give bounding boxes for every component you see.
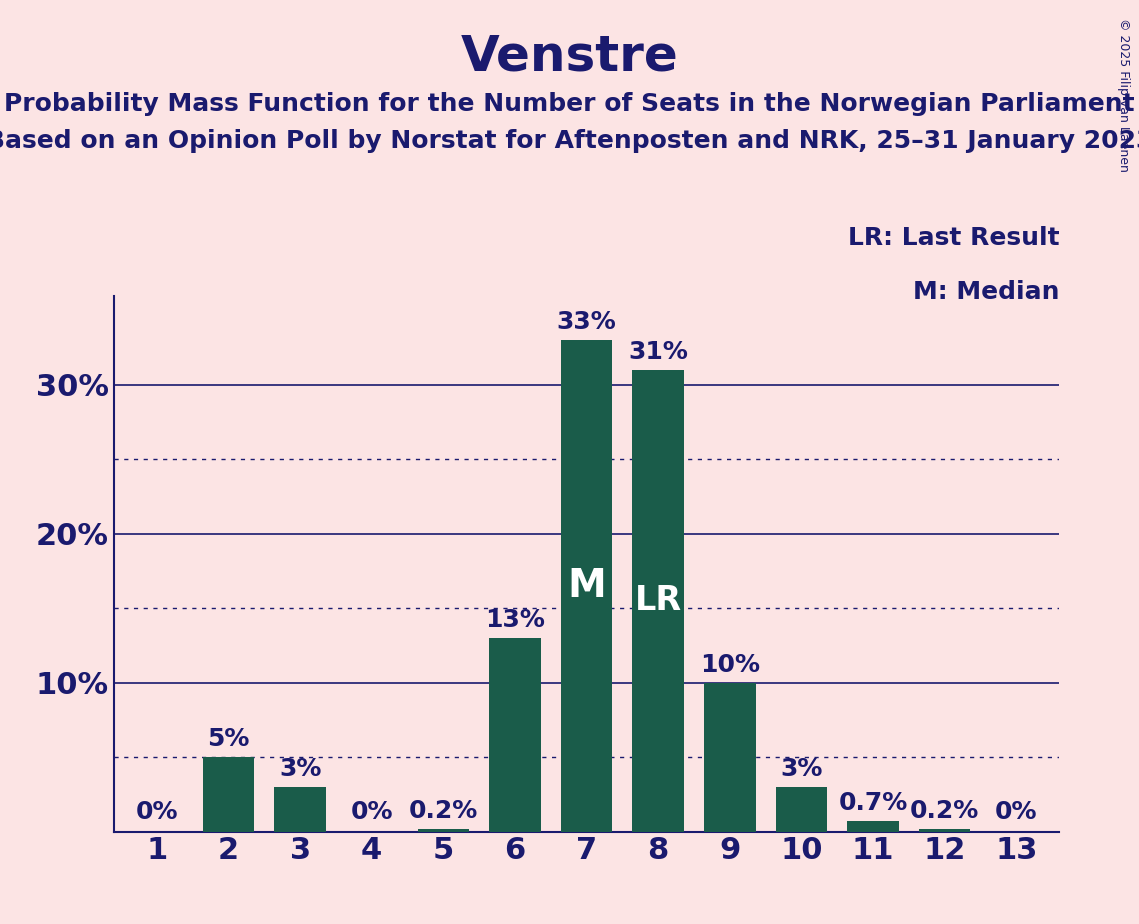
Text: 5%: 5% <box>207 727 249 751</box>
Bar <box>704 683 755 832</box>
Text: M: M <box>567 567 606 605</box>
Text: LR: LR <box>634 584 682 617</box>
Text: 0%: 0% <box>136 800 178 824</box>
Text: 0.2%: 0.2% <box>910 798 980 822</box>
Text: M: Median: M: Median <box>912 280 1059 304</box>
Text: 10%: 10% <box>699 652 760 676</box>
Bar <box>489 638 541 832</box>
Text: 31%: 31% <box>629 340 688 364</box>
Text: LR: Last Result: LR: Last Result <box>847 226 1059 250</box>
Bar <box>203 757 254 832</box>
Bar <box>418 829 469 832</box>
Text: 33%: 33% <box>557 310 616 334</box>
Bar <box>919 829 970 832</box>
Text: 0%: 0% <box>995 800 1038 824</box>
Text: 13%: 13% <box>485 608 544 632</box>
Bar <box>560 340 613 832</box>
Text: 3%: 3% <box>279 757 321 781</box>
Text: © 2025 Filip van Laenen: © 2025 Filip van Laenen <box>1117 18 1130 173</box>
Text: Venstre: Venstre <box>460 32 679 80</box>
Text: Probability Mass Function for the Number of Seats in the Norwegian Parliament: Probability Mass Function for the Number… <box>5 92 1134 116</box>
Bar <box>847 821 899 832</box>
Text: Based on an Opinion Poll by Norstat for Aftenposten and NRK, 25–31 January 2023: Based on an Opinion Poll by Norstat for … <box>0 129 1139 153</box>
Bar <box>776 787 827 832</box>
Bar <box>274 787 326 832</box>
Text: 3%: 3% <box>780 757 822 781</box>
Text: 0%: 0% <box>351 800 393 824</box>
Bar <box>632 371 685 832</box>
Text: 0.7%: 0.7% <box>838 791 908 815</box>
Text: 0.2%: 0.2% <box>409 798 478 822</box>
